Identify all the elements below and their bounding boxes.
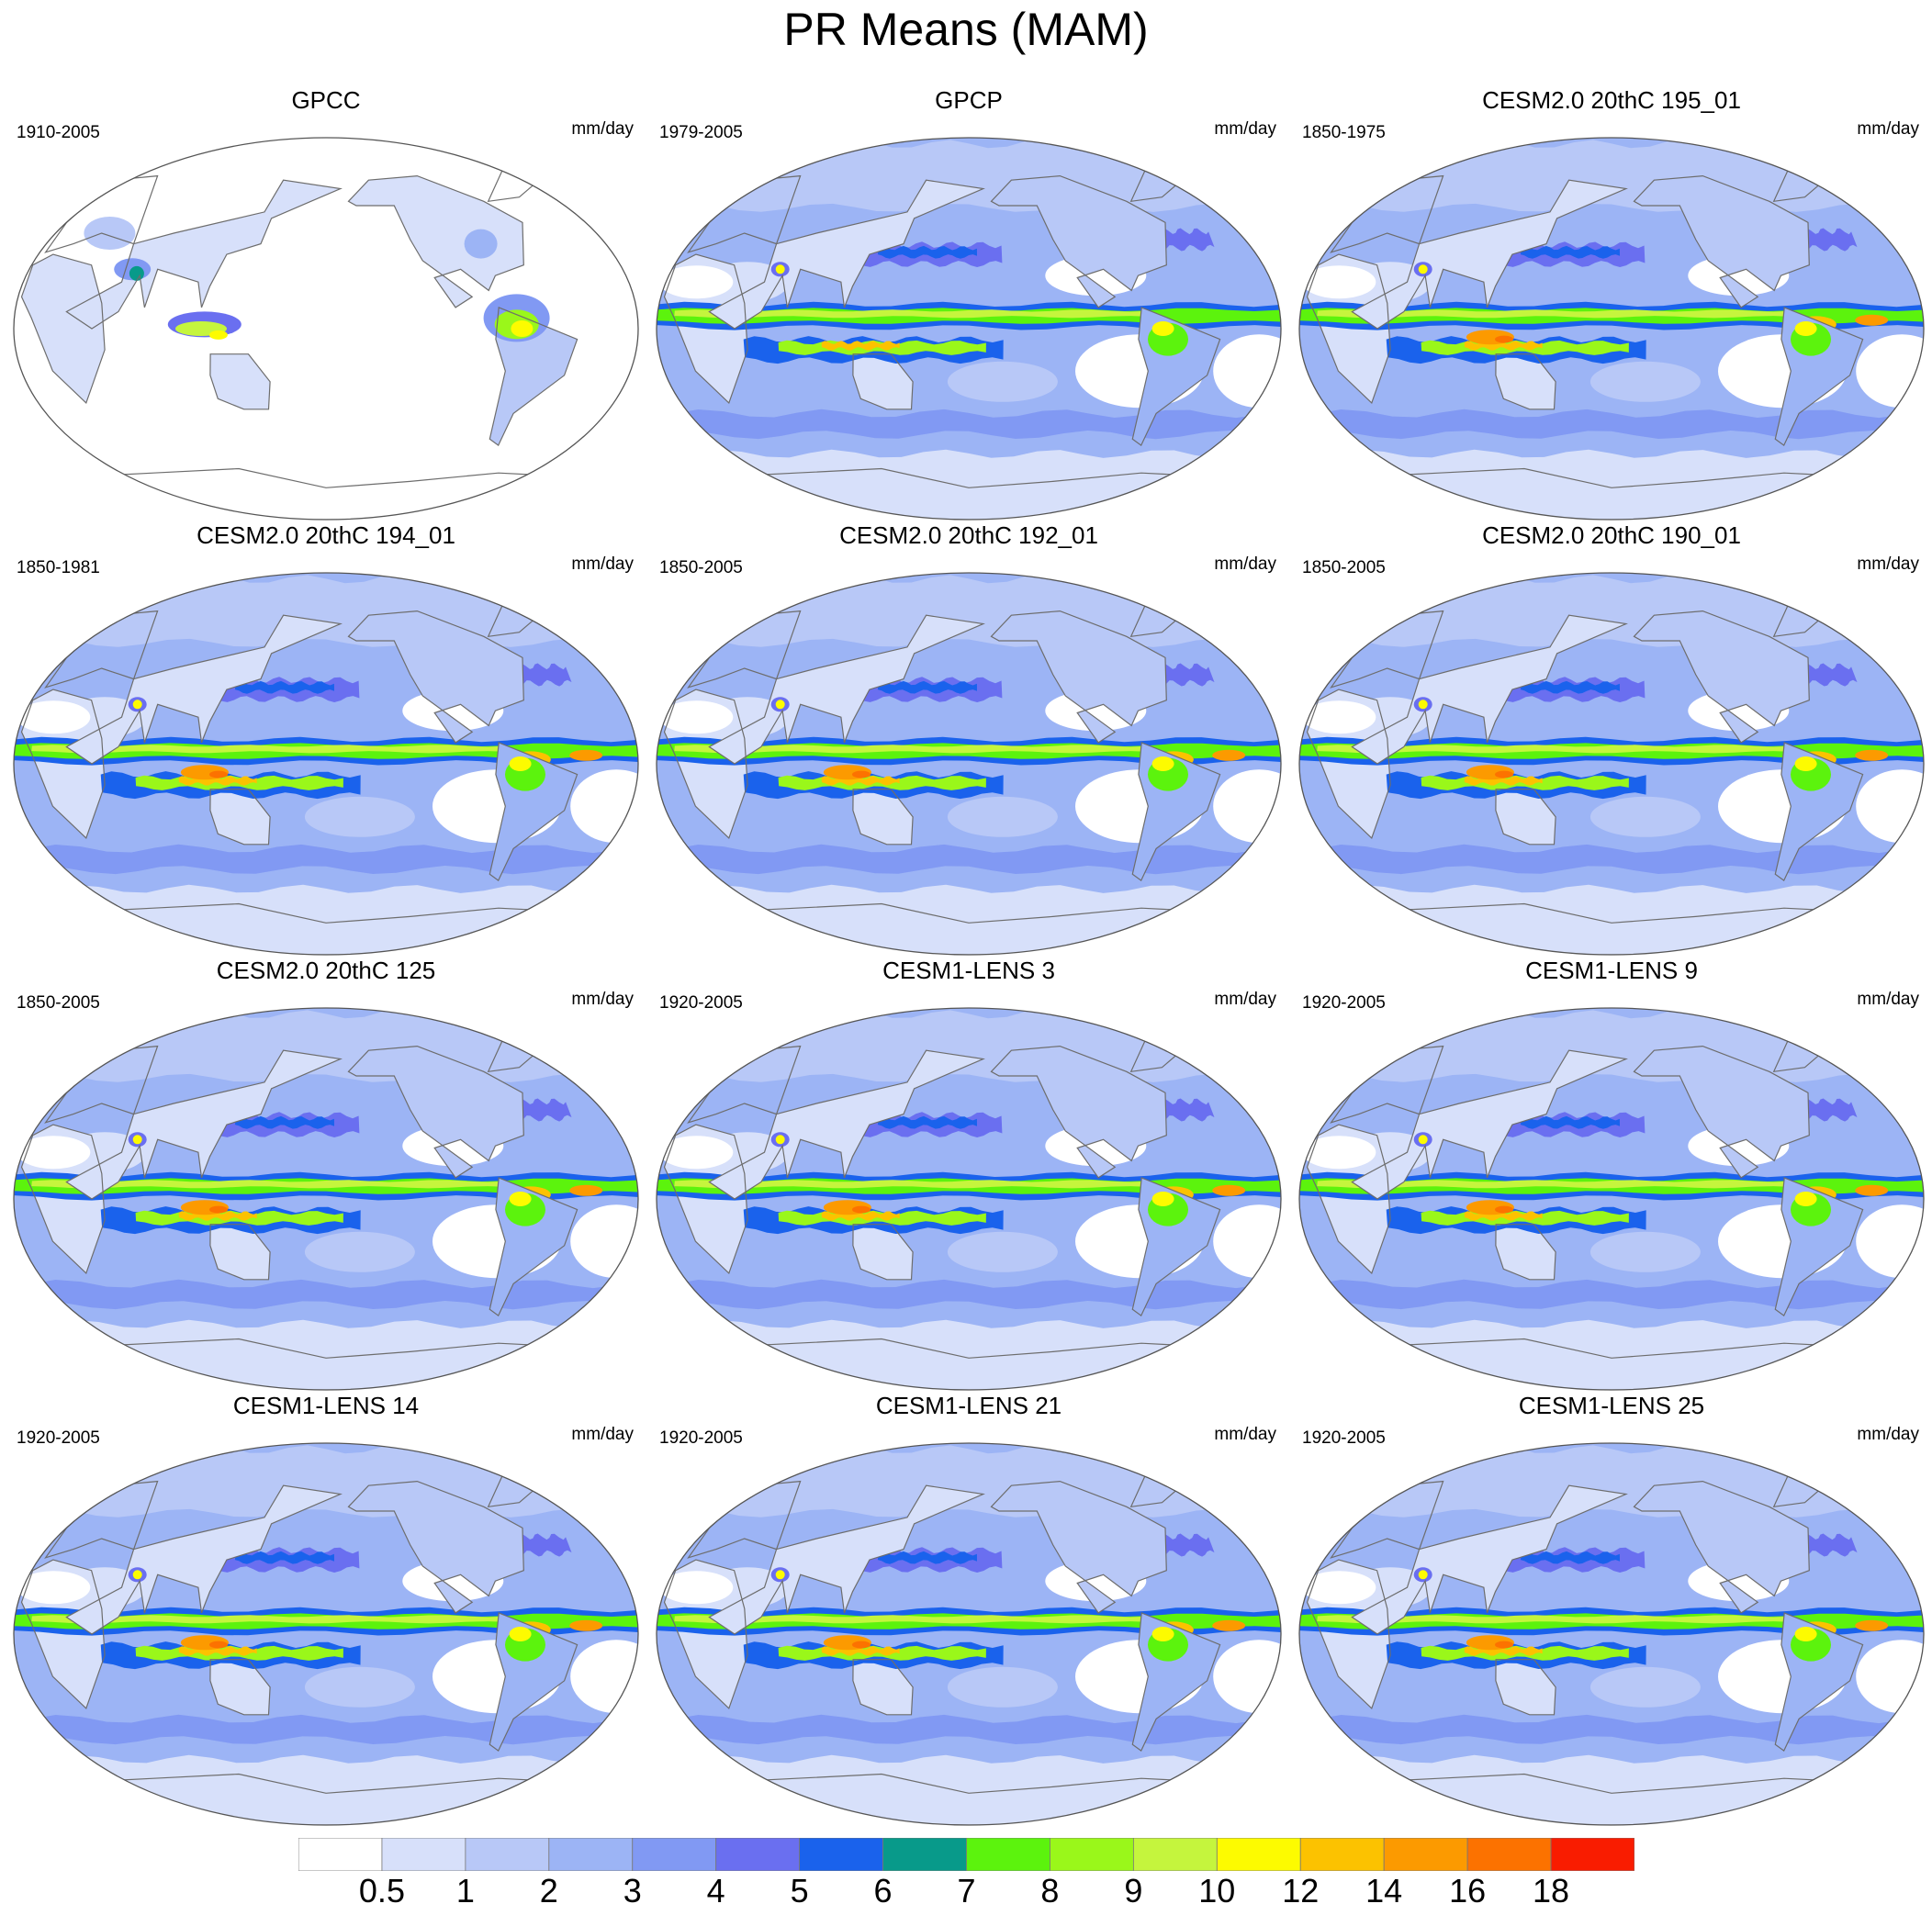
precip-map (13, 1442, 639, 1826)
precip-map (656, 572, 1282, 956)
colorbar-tick-label: 4 (706, 1872, 725, 1909)
colorbar-swatch (298, 1838, 383, 1871)
precip-map (1298, 1442, 1925, 1826)
panel-title: CESM1-LENS 25 (1518, 1392, 1705, 1419)
panel-units: mm/day (1857, 1425, 1919, 1444)
panel-units: mm/day (1214, 119, 1276, 139)
precip-map (1298, 137, 1925, 521)
colorbar-tick-label: 14 (1365, 1872, 1403, 1909)
panel-title: CESM2.0 20thC 190_01 (1482, 521, 1741, 549)
colorbar-swatch (381, 1838, 466, 1871)
panel-units: mm/day (571, 554, 634, 574)
precip-map (13, 137, 639, 521)
map-panel: CESM2.0 20thC 195_01 1850-1975 mm/day (1293, 86, 1930, 521)
panel-title: CESM1-LENS 21 (875, 1392, 1062, 1419)
colorbar-tick-label: 7 (957, 1872, 976, 1909)
colorbar-swatch (465, 1838, 550, 1871)
panel-units: mm/day (571, 119, 634, 139)
colorbar-swatch (882, 1838, 967, 1871)
precip-map (656, 137, 1282, 521)
map-panel: CESM1-LENS 3 1920-2005 mm/day (650, 957, 1287, 1391)
panel-title: GPCP (935, 86, 1003, 114)
colorbar-swatch (548, 1838, 634, 1871)
map-panel: CESM2.0 20thC 194_01 1850-1981 mm/day (7, 521, 645, 956)
panel-units: mm/day (571, 990, 634, 1009)
panel-title: CESM2.0 20thC 192_01 (839, 521, 1098, 549)
precip-map (13, 1007, 639, 1391)
precip-map (13, 572, 639, 956)
precip-map (656, 1442, 1282, 1826)
colorbar-swatch (715, 1838, 801, 1871)
panel-period: 1920-2005 (659, 1428, 743, 1448)
panel-period: 1850-2005 (659, 558, 743, 577)
panel-units: mm/day (1214, 990, 1276, 1009)
colorbar-tick-label: 2 (539, 1872, 558, 1909)
map-panel: CESM1-LENS 25 1920-2005 mm/day (1293, 1392, 1930, 1826)
colorbar-tick-label: 1 (455, 1872, 475, 1909)
panel-units: mm/day (1214, 1425, 1276, 1444)
panel-period: 1920-2005 (1302, 1428, 1386, 1448)
panel-units: mm/day (1857, 119, 1919, 139)
colorbar-tick-label: 9 (1124, 1872, 1143, 1909)
precip-map (1298, 1007, 1925, 1391)
panel-units: mm/day (1857, 554, 1919, 574)
colorbar-swatch (632, 1838, 717, 1871)
precip-map (1298, 572, 1925, 956)
panel-title: CESM2.0 20thC 125 (216, 957, 436, 984)
colorbar-swatch (1466, 1838, 1552, 1871)
panel-title: CESM1-LENS 14 (232, 1392, 420, 1419)
map-panel: GPCP 1979-2005 mm/day (650, 86, 1287, 521)
colorbar-tick-label: 0.5 (358, 1872, 405, 1909)
panel-title: CESM2.0 20thC 194_01 (197, 521, 455, 549)
panel-period: 1920-2005 (1302, 993, 1386, 1013)
colorbar-tick-label: 16 (1449, 1872, 1487, 1909)
page-title: PR Means (MAM) (783, 4, 1149, 55)
colorbar-swatch (799, 1838, 883, 1871)
map-panel: CESM2.0 20thC 192_01 1850-2005 mm/day (650, 521, 1287, 956)
panel-units: mm/day (1857, 990, 1919, 1009)
panel-period: 1910-2005 (17, 123, 100, 142)
panel-period: 1850-1975 (1302, 123, 1386, 142)
colorbar-swatch (1299, 1838, 1385, 1871)
colorbar-swatch (1216, 1838, 1301, 1871)
panel-title: CESM1-LENS 3 (882, 957, 1055, 984)
panel-title: CESM1-LENS 9 (1525, 957, 1698, 984)
colorbar-tick-label: 5 (790, 1872, 809, 1909)
panel-period: 1979-2005 (659, 123, 743, 142)
panel-period: 1850-2005 (17, 993, 100, 1013)
map-panel: GPCC 1910-2005 mm/day (7, 86, 645, 521)
map-panel: CESM1-LENS 14 1920-2005 mm/day (7, 1392, 645, 1826)
panel-units: mm/day (571, 1425, 634, 1444)
panel-title: GPCC (291, 86, 361, 114)
colorbar-tick-label: 12 (1282, 1872, 1320, 1909)
panel-title: CESM2.0 20thC 195_01 (1482, 86, 1741, 114)
map-panel: CESM2.0 20thC 190_01 1850-2005 mm/day (1293, 521, 1930, 956)
map-panel: CESM2.0 20thC 125 1850-2005 mm/day (7, 957, 645, 1391)
colorbar-tick-label: 8 (1040, 1872, 1060, 1909)
panel-period: 1920-2005 (17, 1428, 100, 1448)
map-panel: CESM1-LENS 21 1920-2005 mm/day (650, 1392, 1287, 1826)
colorbar-swatch (1550, 1838, 1634, 1871)
colorbar (298, 1838, 1634, 1871)
colorbar-tick-label: 3 (623, 1872, 642, 1909)
colorbar-swatch (1050, 1838, 1134, 1871)
colorbar-labels: 0.5 1 2 3 4 5 6 7 8 9 10 12 14 16 18 (0, 1873, 1932, 1913)
map-panel-grid: GPCC 1910-2005 mm/day GPCP 1979-2005 mm/day CE… (7, 86, 1930, 1826)
panel-units: mm/day (1214, 554, 1276, 574)
colorbar-swatch (1132, 1838, 1218, 1871)
colorbar-tick-label: 10 (1198, 1872, 1236, 1909)
map-panel: CESM1-LENS 9 1920-2005 mm/day (1293, 957, 1930, 1391)
panel-period: 1850-2005 (1302, 558, 1386, 577)
colorbar-tick-label: 6 (873, 1872, 893, 1909)
panel-period: 1850-1981 (17, 558, 100, 577)
precip-map (656, 1007, 1282, 1391)
colorbar-swatch (966, 1838, 1050, 1871)
panel-period: 1920-2005 (659, 993, 743, 1013)
colorbar-tick-label: 18 (1533, 1872, 1570, 1909)
colorbar-swatch (1383, 1838, 1468, 1871)
